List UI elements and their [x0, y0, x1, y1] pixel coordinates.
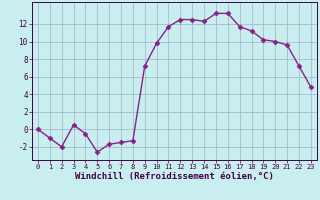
- X-axis label: Windchill (Refroidissement éolien,°C): Windchill (Refroidissement éolien,°C): [75, 172, 274, 181]
